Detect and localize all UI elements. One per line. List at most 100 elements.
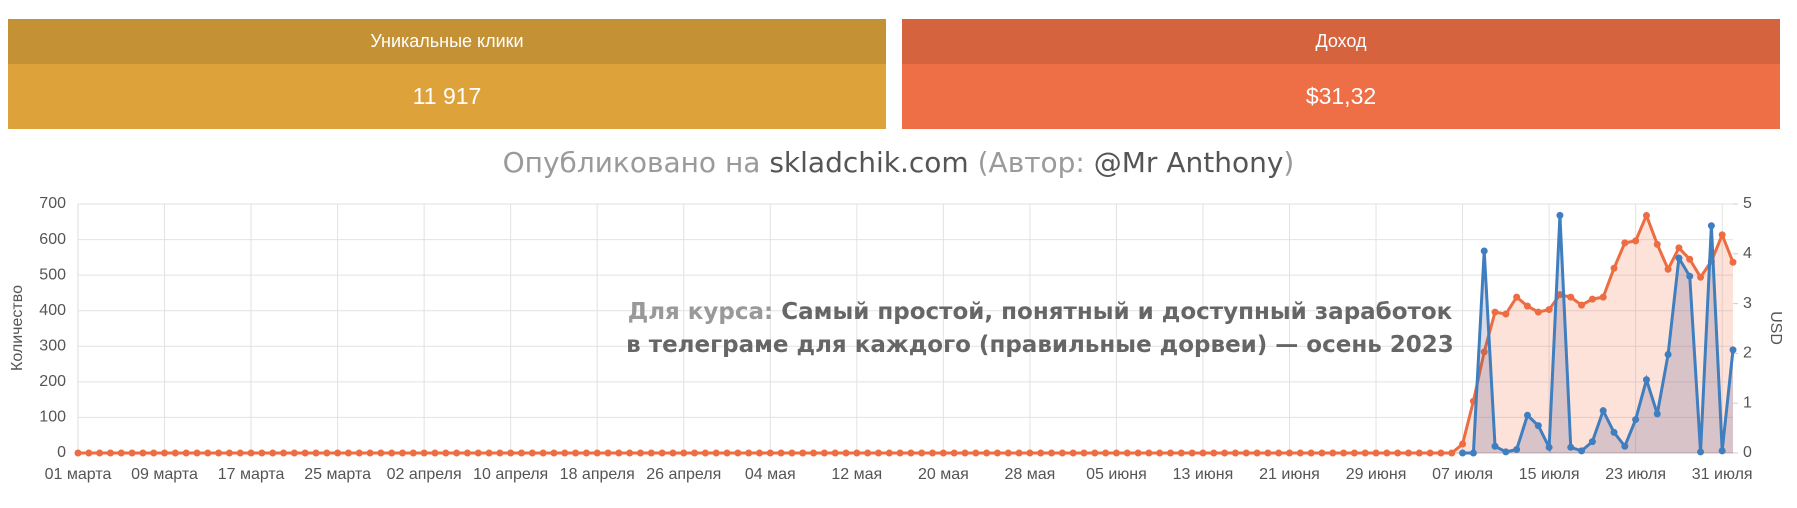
data-point (1707, 222, 1715, 230)
data-point (799, 449, 807, 457)
data-point (1404, 449, 1412, 457)
data-point (377, 449, 385, 457)
data-point (161, 449, 169, 457)
x-tick-label: 01 марта (45, 466, 112, 483)
data-point (1545, 443, 1553, 451)
data-point (918, 449, 926, 457)
data-point (993, 449, 1001, 457)
data-point (604, 449, 612, 457)
data-point (366, 449, 374, 457)
data-point (647, 449, 655, 457)
card-title: Доход (902, 19, 1780, 64)
data-point (1415, 449, 1423, 457)
data-point (1545, 306, 1553, 314)
data-point (1091, 449, 1099, 457)
data-point (561, 449, 569, 457)
data-point (1156, 449, 1164, 457)
annotation-line: в телеграме для каждого (правильные дорв… (626, 332, 1454, 358)
data-point (1729, 346, 1737, 354)
y-tick-label: 200 (39, 373, 66, 390)
data-point (766, 449, 774, 457)
data-point (1523, 411, 1531, 419)
data-point (1653, 410, 1661, 418)
data-point (1242, 449, 1250, 457)
data-point (615, 449, 623, 457)
data-point (1264, 449, 1272, 457)
data-point (1502, 310, 1510, 318)
data-point (290, 449, 298, 457)
watermark: Опубликовано на skladchik.com (Автор: @M… (0, 146, 1797, 179)
data-point (1534, 422, 1542, 430)
data-point (1275, 449, 1283, 457)
data-point (929, 449, 937, 457)
x-tick-label: 10 апреля (473, 466, 548, 483)
data-point (1578, 447, 1586, 455)
data-point (734, 449, 742, 457)
data-point (85, 449, 93, 457)
data-point (1307, 449, 1315, 457)
series-line (78, 211, 1735, 455)
data-point (1459, 440, 1467, 448)
data-point (236, 449, 244, 457)
data-point (1296, 449, 1304, 457)
data-point (572, 449, 580, 457)
data-point (280, 449, 288, 457)
data-point (961, 449, 969, 457)
data-point (1480, 247, 1488, 255)
data-point (626, 449, 634, 457)
data-point (215, 449, 223, 457)
x-tick-label: 18 апреля (560, 466, 635, 483)
data-point (691, 449, 699, 457)
data-point (96, 449, 104, 457)
data-point (1102, 449, 1110, 457)
data-point (1642, 211, 1650, 219)
data-point (1664, 265, 1672, 273)
data-point (874, 449, 882, 457)
income-card: Доход $31,32 (902, 19, 1780, 129)
data-point (950, 449, 958, 457)
data-point (1372, 449, 1380, 457)
x-tick-label: 13 июня (1173, 466, 1234, 483)
data-point (669, 449, 677, 457)
data-point (258, 449, 266, 457)
y2-tick-label: 4 (1743, 245, 1752, 262)
data-point (1513, 293, 1521, 301)
data-point (1199, 449, 1207, 457)
data-point (1523, 302, 1531, 310)
x-tick-label: 04 мая (745, 466, 796, 483)
data-point (1253, 449, 1261, 457)
data-point (864, 449, 872, 457)
y-tick-label: 300 (39, 338, 66, 355)
data-point (193, 449, 201, 457)
data-point (74, 449, 82, 457)
data-point (1469, 449, 1477, 457)
data-point (323, 449, 331, 457)
data-point (1004, 449, 1012, 457)
data-point (1556, 291, 1564, 299)
data-point (1026, 449, 1034, 457)
card-value: 11 917 (8, 64, 886, 129)
data-point (820, 449, 828, 457)
data-point (453, 449, 461, 457)
x-tick-label: 29 июня (1346, 466, 1407, 483)
watermark-author: @Mr Anthony (1093, 146, 1284, 179)
data-point (1697, 448, 1705, 456)
watermark-text: (Автор: (977, 146, 1085, 179)
data-point (1502, 448, 1510, 456)
card-title: Уникальные клики (8, 19, 886, 64)
data-point (853, 449, 861, 457)
data-point (1361, 449, 1369, 457)
data-point (128, 449, 136, 457)
data-point (1513, 445, 1521, 453)
data-point (658, 449, 666, 457)
y2-axis-title: USD (1767, 311, 1784, 345)
data-point (1588, 438, 1596, 446)
data-point (896, 449, 904, 457)
y-tick-label: 400 (39, 302, 66, 319)
data-point (1145, 449, 1153, 457)
data-point (788, 449, 796, 457)
x-tick-label: 28 мая (1004, 466, 1055, 483)
data-point (1459, 449, 1467, 457)
data-point (1534, 308, 1542, 316)
